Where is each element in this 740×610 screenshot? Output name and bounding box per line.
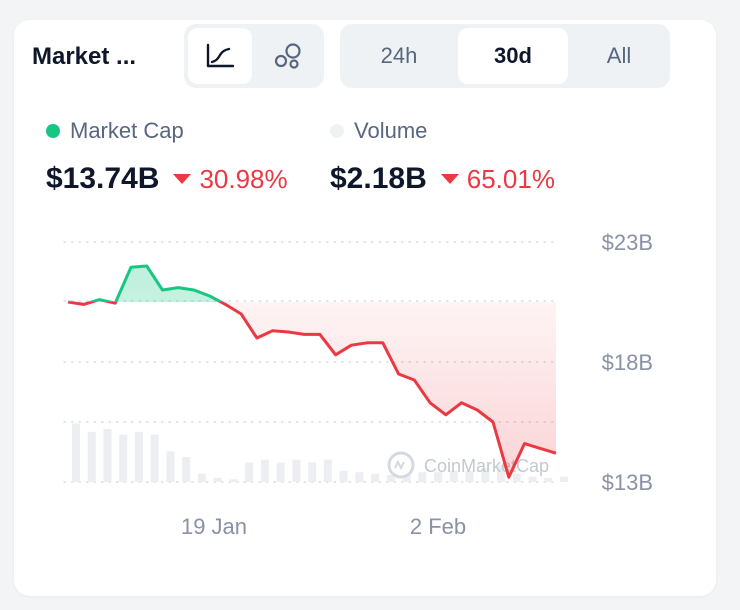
volume-bar <box>229 479 238 482</box>
volume-bar <box>166 451 175 482</box>
watermark: CoinMarketCap <box>387 451 549 479</box>
price-area <box>68 266 556 478</box>
volume-bar <box>528 476 537 482</box>
time-range-toggle: 24h 30d All <box>340 24 670 88</box>
volume-bar <box>418 472 427 482</box>
y-tick-label: $18B <box>602 350 653 375</box>
volume-bar <box>497 465 506 482</box>
legend-volume[interactable]: Volume <box>330 118 427 144</box>
volume-bar <box>481 468 490 482</box>
volume-bar <box>386 475 395 482</box>
market-cap-change: 30.98% <box>173 163 288 195</box>
market-cap-stat: $13.74B 30.98% <box>46 162 288 196</box>
volume-bar <box>434 472 443 482</box>
market-cap-dot <box>46 124 60 138</box>
market-cap-change-value: 30.98% <box>199 163 288 194</box>
market-cap-value: $13.74B <box>46 162 160 195</box>
line-chart-icon <box>206 43 235 68</box>
volume-bar <box>72 423 80 482</box>
volume-bar <box>371 473 380 482</box>
x-tick-label: 19 Jan <box>181 514 247 539</box>
line-segment-down <box>67 302 557 479</box>
volume-bar <box>292 459 301 482</box>
volume-label: Volume <box>354 118 428 143</box>
bubble-chart-button[interactable] <box>256 28 320 84</box>
volume-bar <box>134 431 143 482</box>
line-chart-button[interactable] <box>188 28 252 84</box>
volume-bars <box>72 423 568 482</box>
volume-bar <box>182 456 191 482</box>
volume-bar <box>308 462 317 482</box>
range-all-button[interactable]: All <box>606 43 632 68</box>
volume-bar <box>276 462 285 482</box>
volume-change-value: 65.01% <box>466 163 555 194</box>
y-axis-labels: $23B $18B $13B <box>602 230 653 495</box>
line-segment-up <box>68 264 225 302</box>
market-cap-label: Market Cap <box>70 118 184 143</box>
watermark-text: CoinMarketCap <box>424 456 549 476</box>
volume-change: 65.01% <box>440 163 555 195</box>
volume-bar <box>197 473 206 482</box>
volume-bar <box>323 459 332 482</box>
card-title: Market ... <box>32 43 137 70</box>
volume-bar <box>512 473 521 482</box>
coinmarketcap-logo-mark <box>394 459 405 471</box>
volume-bar <box>560 476 568 482</box>
price-line <box>67 264 557 479</box>
x-tick-label: 2 Feb <box>410 514 466 539</box>
volume-bar <box>544 477 553 482</box>
range-24h-button[interactable]: 24h <box>380 43 418 68</box>
y-tick-label: $23B <box>602 230 653 255</box>
caret-down-icon <box>173 174 192 184</box>
caret-down-icon <box>440 174 459 184</box>
volume-bar <box>245 462 254 482</box>
volume-dot <box>330 124 344 138</box>
volume-bar <box>355 472 364 482</box>
volume-bar <box>87 431 96 482</box>
volume-bar <box>213 477 222 482</box>
chart-type-toggle <box>184 24 324 88</box>
legend-market-cap[interactable]: Market Cap <box>46 118 184 144</box>
coinmarketcap-logo-icon <box>387 451 415 479</box>
volume-bar <box>150 434 159 482</box>
volume-bar <box>449 470 458 482</box>
volume-bar <box>339 470 348 482</box>
area-above-baseline <box>68 266 556 302</box>
volume-bar <box>465 470 474 482</box>
volume-bar <box>119 434 128 482</box>
volume-bar <box>103 429 112 482</box>
volume-value: $2.18B <box>330 162 427 195</box>
range-30d-button[interactable]: 30d <box>458 28 568 84</box>
y-tick-label: $13B <box>602 470 653 495</box>
volume-stat: $2.18B 65.01% <box>330 162 555 196</box>
area-below-baseline <box>68 302 556 478</box>
bubbles-icon <box>274 43 301 69</box>
volume-bar <box>260 459 269 482</box>
volume-bar <box>402 475 411 482</box>
x-axis-labels: 19 Jan 2 Feb <box>181 514 466 539</box>
